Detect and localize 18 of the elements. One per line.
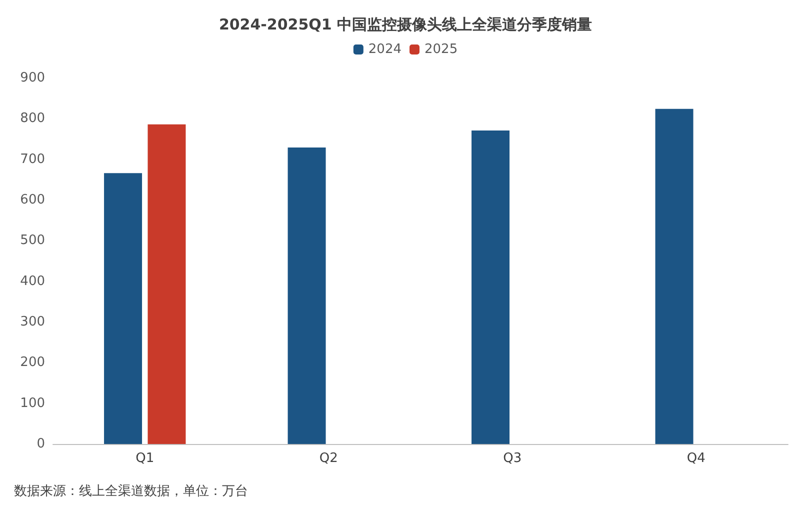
y-tick-label: 200 — [20, 355, 45, 370]
y-tick-label: 0 — [36, 436, 45, 452]
x-tick-label: Q1 — [136, 451, 154, 466]
y-tick-label: 600 — [20, 192, 45, 208]
y-tick-label: 500 — [20, 233, 45, 248]
y-tick-label: 300 — [20, 314, 45, 330]
y-tick-label: 900 — [20, 70, 45, 86]
x-tick-label: Q3 — [503, 451, 522, 466]
y-tick-label: 700 — [20, 152, 45, 167]
chart-title: 2024-2025Q1 中国监控摄像头线上全渠道分季度销量 — [218, 16, 592, 34]
source-note: 数据来源：线上全渠道数据，单位：万台 — [14, 484, 248, 499]
y-tick-label: 400 — [20, 274, 45, 289]
x-tick-label: Q2 — [319, 451, 338, 466]
legend-label: 2025 — [424, 42, 458, 57]
x-tick-label: Q4 — [686, 451, 706, 466]
y-tick-label: 100 — [20, 396, 45, 411]
legend-label: 2024 — [368, 42, 402, 57]
y-tick-label: 800 — [20, 111, 45, 126]
